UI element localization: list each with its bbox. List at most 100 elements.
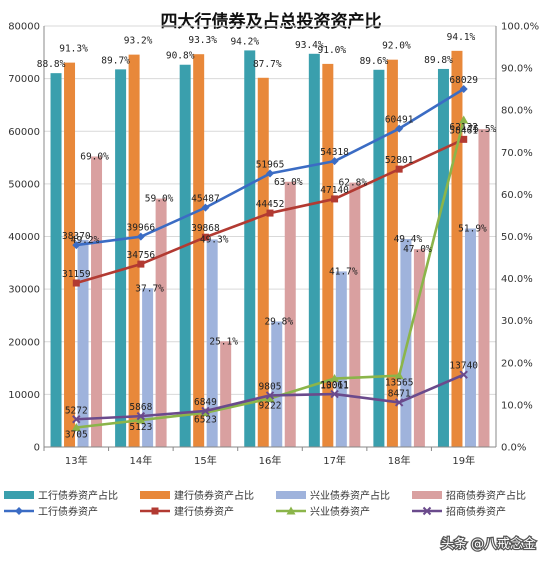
bar xyxy=(349,182,361,447)
bar-data-label: 49.4% xyxy=(394,234,423,245)
line-point xyxy=(395,124,404,133)
line-point xyxy=(72,241,81,250)
y-right-tick-label: 10.0% xyxy=(501,400,533,411)
line-data-label: 6849 xyxy=(194,397,217,408)
bar-data-label: 92.0% xyxy=(382,41,411,52)
bar xyxy=(142,288,154,447)
bar xyxy=(373,69,385,447)
line-point xyxy=(151,507,159,515)
bar-data-label: 49.3% xyxy=(200,234,229,245)
line-data-label: 8471 xyxy=(388,388,411,399)
line-point xyxy=(201,203,210,212)
line-point xyxy=(136,411,146,421)
legend-label: 招商债券资产占比 xyxy=(446,489,526,502)
x-tick-label: 18年 xyxy=(388,454,411,467)
line-point xyxy=(265,393,275,402)
line-data-label: 44452 xyxy=(256,199,285,210)
bar xyxy=(413,249,425,447)
bar xyxy=(220,341,232,447)
bar-data-label: 37.7% xyxy=(135,283,164,294)
bar-data-label: 29.8% xyxy=(264,317,293,328)
bar-data-label: 89.7% xyxy=(101,55,130,66)
line-data-label: 10061 xyxy=(320,380,349,391)
legend-label: 招商债券资产 xyxy=(446,505,506,518)
bar-data-label: 89.8% xyxy=(424,55,453,66)
y-left-tick-label: 80000 xyxy=(8,22,40,33)
bar-data-label: 59.0% xyxy=(145,194,174,205)
bar xyxy=(322,63,334,447)
line-data-label: 68029 xyxy=(449,75,478,86)
y-left-tick-label: 60000 xyxy=(8,127,40,138)
bar xyxy=(77,239,89,447)
legend-label: 兴业债券资产 xyxy=(310,505,370,518)
y-left-tick-label: 30000 xyxy=(8,285,40,296)
y-right-tick-label: 40.0% xyxy=(501,274,533,285)
y-right-tick-label: 70.0% xyxy=(501,148,533,159)
line-data-label: 5272 xyxy=(65,405,88,416)
bar xyxy=(179,64,191,448)
y-right-tick-label: 20.0% xyxy=(501,358,533,369)
line-data-label: 52801 xyxy=(385,155,414,166)
bar xyxy=(64,62,76,447)
bar xyxy=(308,53,320,447)
bar-data-label: 89.6% xyxy=(360,56,389,67)
line-data-label: 47140 xyxy=(320,185,349,196)
bar-data-label: 25.1% xyxy=(209,336,238,347)
line-data-label: 6523 xyxy=(194,415,217,426)
line-point xyxy=(136,232,145,241)
bar xyxy=(206,239,218,447)
legend-swatch xyxy=(140,491,170,499)
bar xyxy=(271,321,283,447)
line-data-label: 9222 xyxy=(259,400,282,411)
line-data-label: 31159 xyxy=(62,269,91,280)
line-point xyxy=(72,279,80,287)
bar xyxy=(335,271,347,447)
bar xyxy=(437,68,449,447)
line-data-label: 51965 xyxy=(256,160,285,171)
bar-data-label: 62.8% xyxy=(339,178,368,189)
line-point xyxy=(201,233,209,241)
bar xyxy=(451,50,463,448)
line-data-label: 39868 xyxy=(191,223,220,234)
legend-label: 工行债券资产占比 xyxy=(38,489,118,502)
line-point xyxy=(266,209,274,217)
bar-data-label: 69.0% xyxy=(80,152,109,163)
line-data-label: 62132 xyxy=(449,122,478,133)
bar-data-label: 63.0% xyxy=(274,177,303,188)
y-right-tick-label: 100.0% xyxy=(501,22,539,33)
line-point xyxy=(459,115,469,124)
line-data-label: 45487 xyxy=(191,194,220,205)
x-tick-label: 19年 xyxy=(452,454,475,467)
y-left-tick-label: 0 xyxy=(34,443,40,454)
legend-label: 兴业债券资产占比 xyxy=(310,489,390,502)
legend-swatch xyxy=(4,491,34,499)
legend-swatch xyxy=(276,491,306,499)
line-point xyxy=(136,415,146,424)
line-point xyxy=(71,423,81,432)
x-tick-label: 15年 xyxy=(194,454,217,467)
line-point xyxy=(331,195,339,203)
y-left-tick-label: 20000 xyxy=(8,337,40,348)
legend-label: 工行债券资产 xyxy=(38,505,98,518)
bar xyxy=(128,54,140,448)
legend-label: 建行债券资产 xyxy=(174,505,234,518)
bar-data-label: 93.2% xyxy=(124,36,153,47)
line-data-label: 5868 xyxy=(129,402,152,413)
bar-data-label: 93.3% xyxy=(188,35,217,46)
line-point xyxy=(394,398,404,407)
bar xyxy=(464,228,476,447)
x-tick-label: 14年 xyxy=(129,454,152,467)
line-series-group xyxy=(71,84,469,432)
line-point xyxy=(286,506,296,515)
line-data-label: 54318 xyxy=(320,147,349,158)
bar-data-label: 49.2% xyxy=(71,235,100,246)
line-point xyxy=(266,169,274,178)
line-data-label: 9805 xyxy=(259,381,282,392)
watermark: 头条 @八戒念金 xyxy=(440,535,538,554)
x-tick-label: 16年 xyxy=(259,454,282,467)
line-point xyxy=(330,374,340,383)
legend-label: 建行债券资产占比 xyxy=(174,489,254,502)
x-tick-label: 17年 xyxy=(323,454,346,467)
line-point xyxy=(201,406,210,416)
bar xyxy=(50,73,62,447)
